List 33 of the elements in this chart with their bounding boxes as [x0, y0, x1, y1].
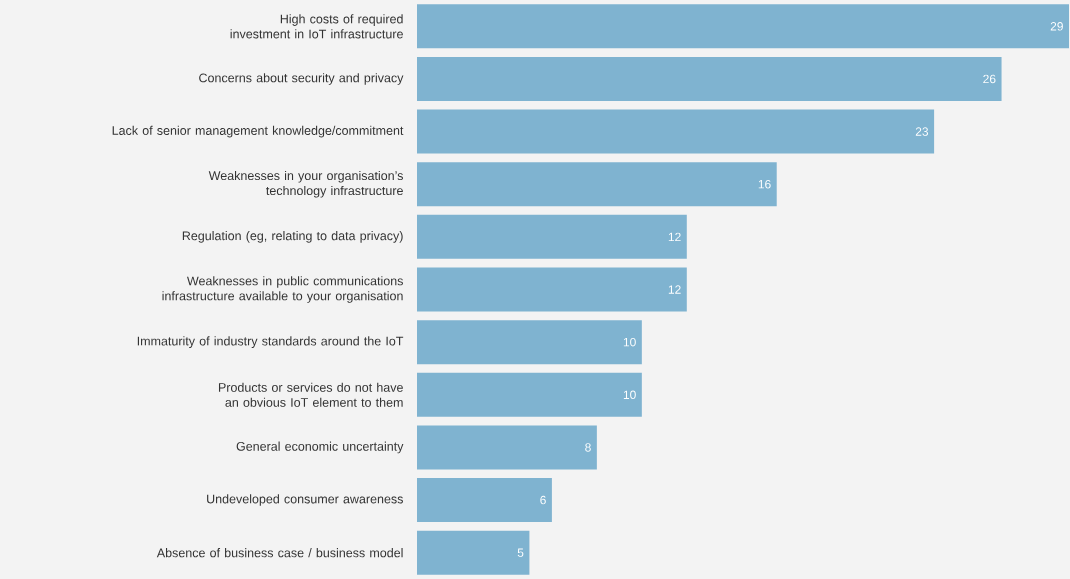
y-tick-label: Absence of business case / business model [156, 548, 403, 558]
data-label: 10 [623, 390, 636, 400]
data-label: 12 [668, 232, 681, 242]
y-tick-label: Weaknesses in your organisation’s technology infrastructure [208, 170, 403, 198]
y-tick-label: Regulation (eg, relating to data privacy) [182, 231, 403, 243]
bar [417, 372, 642, 417]
y-tick-label: Products or services do not have an obvious IoT element to them [218, 382, 403, 407]
data-label: 26 [983, 74, 996, 84]
data-label: 29 [1050, 22, 1063, 31]
bar [417, 109, 935, 154]
y-tick-label: Weaknesses in public communications infrastructure available to your organisation [162, 276, 403, 303]
bar [417, 530, 530, 575]
data-label: 23 [915, 127, 929, 136]
y-tick-label: High costs of required investment in IoT infrastructure [230, 14, 403, 39]
y-tick-label: Concerns about security and privacy [199, 73, 404, 85]
y-tick-label: General economic uncertainty [236, 441, 404, 454]
bar [417, 56, 1002, 101]
bar [417, 425, 597, 470]
bar [417, 320, 642, 365]
y-tick-label: Immaturity of industry standards around the IoT [137, 336, 404, 348]
data-label: 8 [585, 443, 591, 452]
data-label: 10 [623, 337, 636, 347]
bar [417, 478, 552, 523]
data-label: 6 [540, 495, 546, 505]
data-label: 5 [517, 548, 524, 557]
bar [417, 4, 1070, 49]
bar [417, 267, 687, 312]
y-tick-label: Lack of senior management knowledge/commitment [112, 125, 404, 138]
data-label: 16 [758, 179, 771, 189]
bar [417, 214, 687, 259]
data-label: 12 [668, 285, 681, 294]
bar [417, 162, 777, 207]
y-tick-label: Undeveloped consumer awareness [207, 494, 403, 506]
